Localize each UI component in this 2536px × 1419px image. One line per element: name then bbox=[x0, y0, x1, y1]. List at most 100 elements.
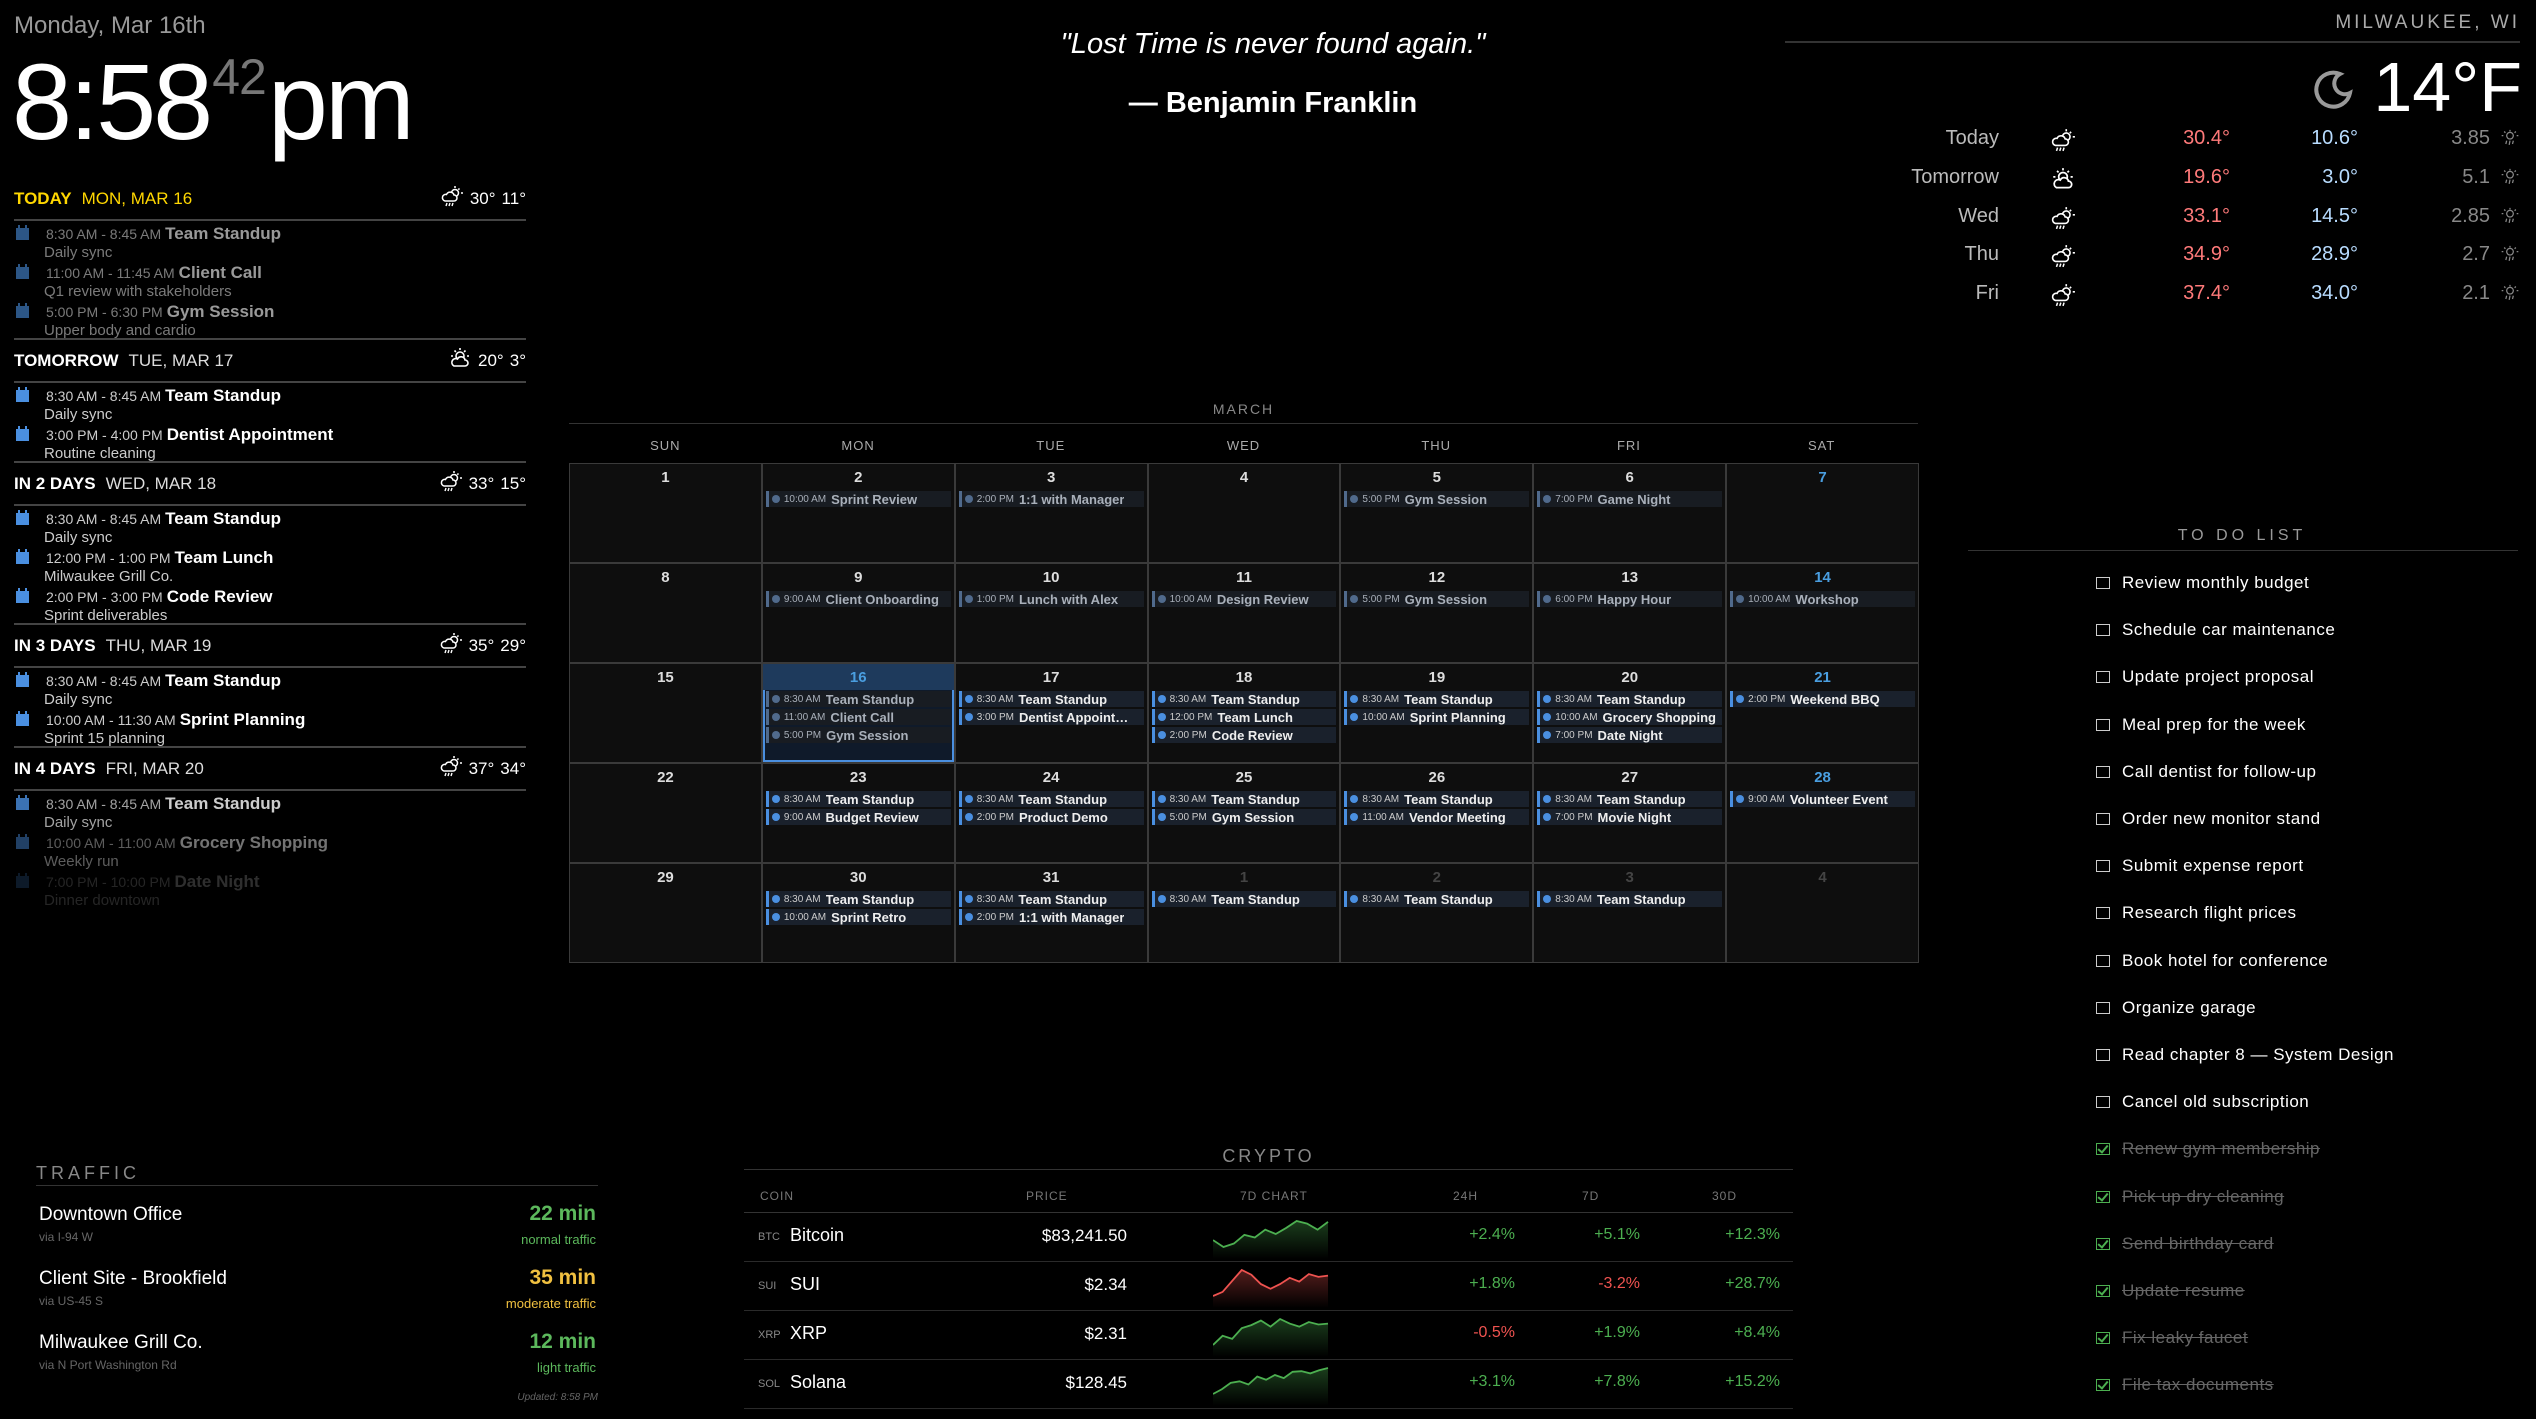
checkbox-icon[interactable] bbox=[2096, 1001, 2110, 1014]
calendar-day[interactable]: 22 bbox=[570, 764, 761, 862]
todo-item[interactable]: Update resume bbox=[2096, 1276, 2245, 1306]
calendar-event[interactable]: 8:30 AM Team Standup bbox=[1537, 691, 1723, 707]
calendar-event[interactable]: 8:30 AM Team Standup bbox=[958, 691, 1144, 707]
calendar-day[interactable]: 7 bbox=[1727, 464, 1918, 562]
calendar-day[interactable]: 10 1:00 PM Lunch with Alex bbox=[955, 564, 1147, 662]
calendar-event[interactable]: 8:30 AM Team Standup bbox=[1151, 791, 1337, 807]
checkbox-icon[interactable] bbox=[2096, 1049, 2110, 1061]
todo-item[interactable]: Send birthday card bbox=[2096, 1229, 2274, 1259]
todo-item[interactable]: Organize garage bbox=[2096, 993, 2256, 1023]
calendar-event[interactable]: 10:00 AM Grocery Shopping bbox=[1537, 709, 1723, 725]
calendar-day[interactable]: 1 bbox=[570, 464, 761, 562]
todo-item[interactable]: Schedule car maintenance bbox=[2096, 615, 2335, 645]
calendar-day[interactable]: 24 8:30 AM Team Standup 2:00 PM Product Demo bbox=[955, 764, 1147, 862]
todo-item[interactable]: Call dentist for follow-up bbox=[2096, 757, 2316, 787]
calendar-event[interactable]: 12:00 PM Team Lunch bbox=[1151, 709, 1337, 725]
calendar-event[interactable]: 10:00 AM Workshop bbox=[1730, 591, 1915, 607]
checkbox-icon[interactable] bbox=[2096, 577, 2110, 589]
todo-item[interactable]: Book hotel for conference bbox=[2096, 946, 2328, 976]
agenda-event[interactable]: 8:30 AM - 8:45 AM Team Standup Daily sync bbox=[14, 668, 526, 708]
calendar-day[interactable]: 31 8:30 AM Team Standup 2:00 PM 1:1 with Man… bbox=[955, 864, 1147, 962]
checkbox-icon[interactable] bbox=[2096, 1096, 2110, 1109]
calendar-day[interactable]: 18 8:30 AM Team Standup 12:00 PM Team Lunch 2… bbox=[1148, 664, 1340, 762]
calendar-day[interactable]: 5 5:00 PM Gym Session bbox=[1341, 464, 1533, 562]
todo-item[interactable]: Cancel old subscription bbox=[2096, 1087, 2309, 1117]
checkbox-checked-icon[interactable] bbox=[2096, 1143, 2110, 1156]
calendar-event[interactable]: 5:00 PM Gym Session bbox=[1151, 809, 1337, 825]
calendar-event[interactable]: 8:30 AM Team Standup bbox=[765, 891, 951, 907]
calendar-day[interactable]: 29 bbox=[570, 864, 761, 962]
calendar-day[interactable]: 4 bbox=[1727, 864, 1918, 962]
agenda-event[interactable]: 2:00 PM - 3:00 PM Code Review Sprint deliv… bbox=[14, 584, 526, 624]
calendar-day[interactable]: 27 8:30 AM Team Standup 7:00 PM Movie Night bbox=[1534, 764, 1726, 862]
calendar-event[interactable]: 8:30 AM Team Standup bbox=[1151, 691, 1337, 707]
calendar-event[interactable]: 8:30 AM Team Standup bbox=[765, 791, 951, 807]
calendar-day[interactable]: 6 7:00 PM Game Night bbox=[1534, 464, 1726, 562]
calendar-event[interactable]: 8:30 AM Team Standup bbox=[1537, 791, 1723, 807]
checkbox-checked-icon[interactable] bbox=[2096, 1285, 2110, 1297]
calendar-event[interactable]: 3:00 PM Dentist Appoint… bbox=[958, 709, 1144, 725]
calendar-day[interactable]: 20 8:30 AM Team Standup 10:00 AM Grocery Sho… bbox=[1534, 664, 1726, 762]
calendar-event[interactable]: 7:00 PM Movie Night bbox=[1537, 809, 1723, 825]
calendar-day[interactable]: 9 9:00 AM Client Onboarding bbox=[762, 564, 954, 662]
calendar-event[interactable]: 9:00 AM Volunteer Event bbox=[1730, 791, 1915, 807]
calendar-event[interactable]: 8:30 AM Team Standup bbox=[1344, 891, 1530, 907]
calendar-day[interactable]: 8 bbox=[570, 564, 761, 662]
agenda-event[interactable]: 8:30 AM - 8:45 AM Team Standup Daily sync bbox=[14, 221, 526, 261]
calendar-day[interactable]: 21 2:00 PM Weekend BBQ bbox=[1727, 664, 1918, 762]
todo-item[interactable]: Fix leaky faucet bbox=[2096, 1323, 2248, 1353]
calendar-event[interactable]: 9:00 AM Client Onboarding bbox=[765, 591, 951, 607]
calendar-event[interactable]: 8:30 AM Team Standup bbox=[1344, 791, 1530, 807]
checkbox-checked-icon[interactable] bbox=[2096, 1237, 2110, 1250]
checkbox-icon[interactable] bbox=[2096, 907, 2110, 920]
todo-item[interactable]: File tax documents bbox=[2096, 1370, 2274, 1400]
todo-item[interactable]: Review monthly budget bbox=[2096, 568, 2309, 598]
calendar-event[interactable]: 1:00 PM Lunch with Alex bbox=[958, 591, 1144, 607]
calendar-event[interactable]: 5:00 PM Gym Session bbox=[1344, 591, 1530, 607]
calendar-event[interactable]: 10:00 AM Sprint Retro bbox=[765, 909, 951, 925]
calendar-day[interactable]: 2 10:00 AM Sprint Review bbox=[762, 464, 954, 562]
todo-item[interactable]: Research flight prices bbox=[2096, 898, 2296, 928]
todo-item[interactable]: Meal prep for the week bbox=[2096, 710, 2306, 740]
calendar-event[interactable]: 8:30 AM Team Standup bbox=[1151, 891, 1337, 907]
calendar-event[interactable]: 2:00 PM 1:1 with Manager bbox=[958, 909, 1144, 925]
calendar-event[interactable]: 11:00 AM Vendor Meeting bbox=[1344, 809, 1530, 825]
agenda-event[interactable]: 3:00 PM - 4:00 PM Dentist Appointment Rout… bbox=[14, 422, 526, 462]
agenda-event[interactable]: 10:00 AM - 11:30 AM Sprint Planning Sprint… bbox=[14, 707, 526, 747]
calendar-day[interactable]: 25 8:30 AM Team Standup 5:00 PM Gym Session bbox=[1148, 764, 1340, 862]
calendar-event[interactable]: 10:00 AM Design Review bbox=[1151, 591, 1337, 607]
calendar-event[interactable]: 2:00 PM Product Demo bbox=[958, 809, 1144, 825]
checkbox-icon[interactable] bbox=[2096, 860, 2110, 873]
agenda-event[interactable]: 12:00 PM - 1:00 PM Team Lunch Milwaukee Gr… bbox=[14, 545, 526, 585]
calendar-day[interactable]: 28 9:00 AM Volunteer Event bbox=[1727, 764, 1918, 862]
calendar-day[interactable]: 13 6:00 PM Happy Hour bbox=[1534, 564, 1726, 662]
todo-item[interactable]: Update project proposal bbox=[2096, 662, 2314, 692]
calendar-day[interactable]: 2 8:30 AM Team Standup bbox=[1341, 864, 1533, 962]
calendar-day[interactable]: 4 bbox=[1148, 464, 1340, 562]
calendar-day[interactable]: 19 8:30 AM Team Standup 10:00 AM Sprint Plan… bbox=[1341, 664, 1533, 762]
calendar-event[interactable]: 5:00 PM Gym Session bbox=[1344, 491, 1530, 507]
calendar-event[interactable]: 2:00 PM Code Review bbox=[1151, 727, 1337, 743]
agenda-event[interactable]: 5:00 PM - 6:30 PM Gym Session Upper body a… bbox=[14, 299, 526, 339]
calendar-day-today[interactable]: 16 8:30 AM Team Standup 11:00 AM Client Call… bbox=[762, 664, 954, 762]
todo-item[interactable]: Submit expense report bbox=[2096, 851, 2304, 881]
agenda-event[interactable]: 8:30 AM - 8:45 AM Team Standup Daily sync bbox=[14, 506, 526, 546]
checkbox-checked-icon[interactable] bbox=[2096, 1190, 2110, 1203]
calendar-day[interactable]: 30 8:30 AM Team Standup 10:00 AM Sprint Retr… bbox=[762, 864, 954, 962]
checkbox-icon[interactable] bbox=[2096, 671, 2110, 684]
todo-item[interactable]: Pick up dry cleaning bbox=[2096, 1182, 2284, 1212]
agenda-event[interactable]: 8:30 AM - 8:45 AM Team Standup Daily sync bbox=[14, 383, 526, 423]
calendar-event[interactable]: 10:00 AM Sprint Review bbox=[765, 491, 951, 507]
calendar-event[interactable]: 2:00 PM Weekend BBQ bbox=[1730, 691, 1915, 707]
calendar-event[interactable]: 8:30 AM Team Standup bbox=[1344, 691, 1530, 707]
calendar-event[interactable]: 5:00 PM Gym Session bbox=[765, 727, 951, 743]
todo-item[interactable]: Renew gym membership bbox=[2096, 1134, 2320, 1164]
calendar-day[interactable]: 17 8:30 AM Team Standup 3:00 PM Dentist Appo… bbox=[955, 664, 1147, 762]
calendar-event[interactable]: 8:30 AM Team Standup bbox=[765, 691, 951, 707]
checkbox-icon[interactable] bbox=[2096, 718, 2110, 731]
calendar-event[interactable]: 6:00 PM Happy Hour bbox=[1537, 591, 1723, 607]
calendar-day[interactable]: 11 10:00 AM Design Review bbox=[1148, 564, 1340, 662]
calendar-day[interactable]: 3 8:30 AM Team Standup bbox=[1534, 864, 1726, 962]
calendar-event[interactable]: 8:30 AM Team Standup bbox=[958, 891, 1144, 907]
agenda-event[interactable]: 10:00 AM - 11:00 AM Grocery Shopping Weekl… bbox=[14, 830, 526, 870]
